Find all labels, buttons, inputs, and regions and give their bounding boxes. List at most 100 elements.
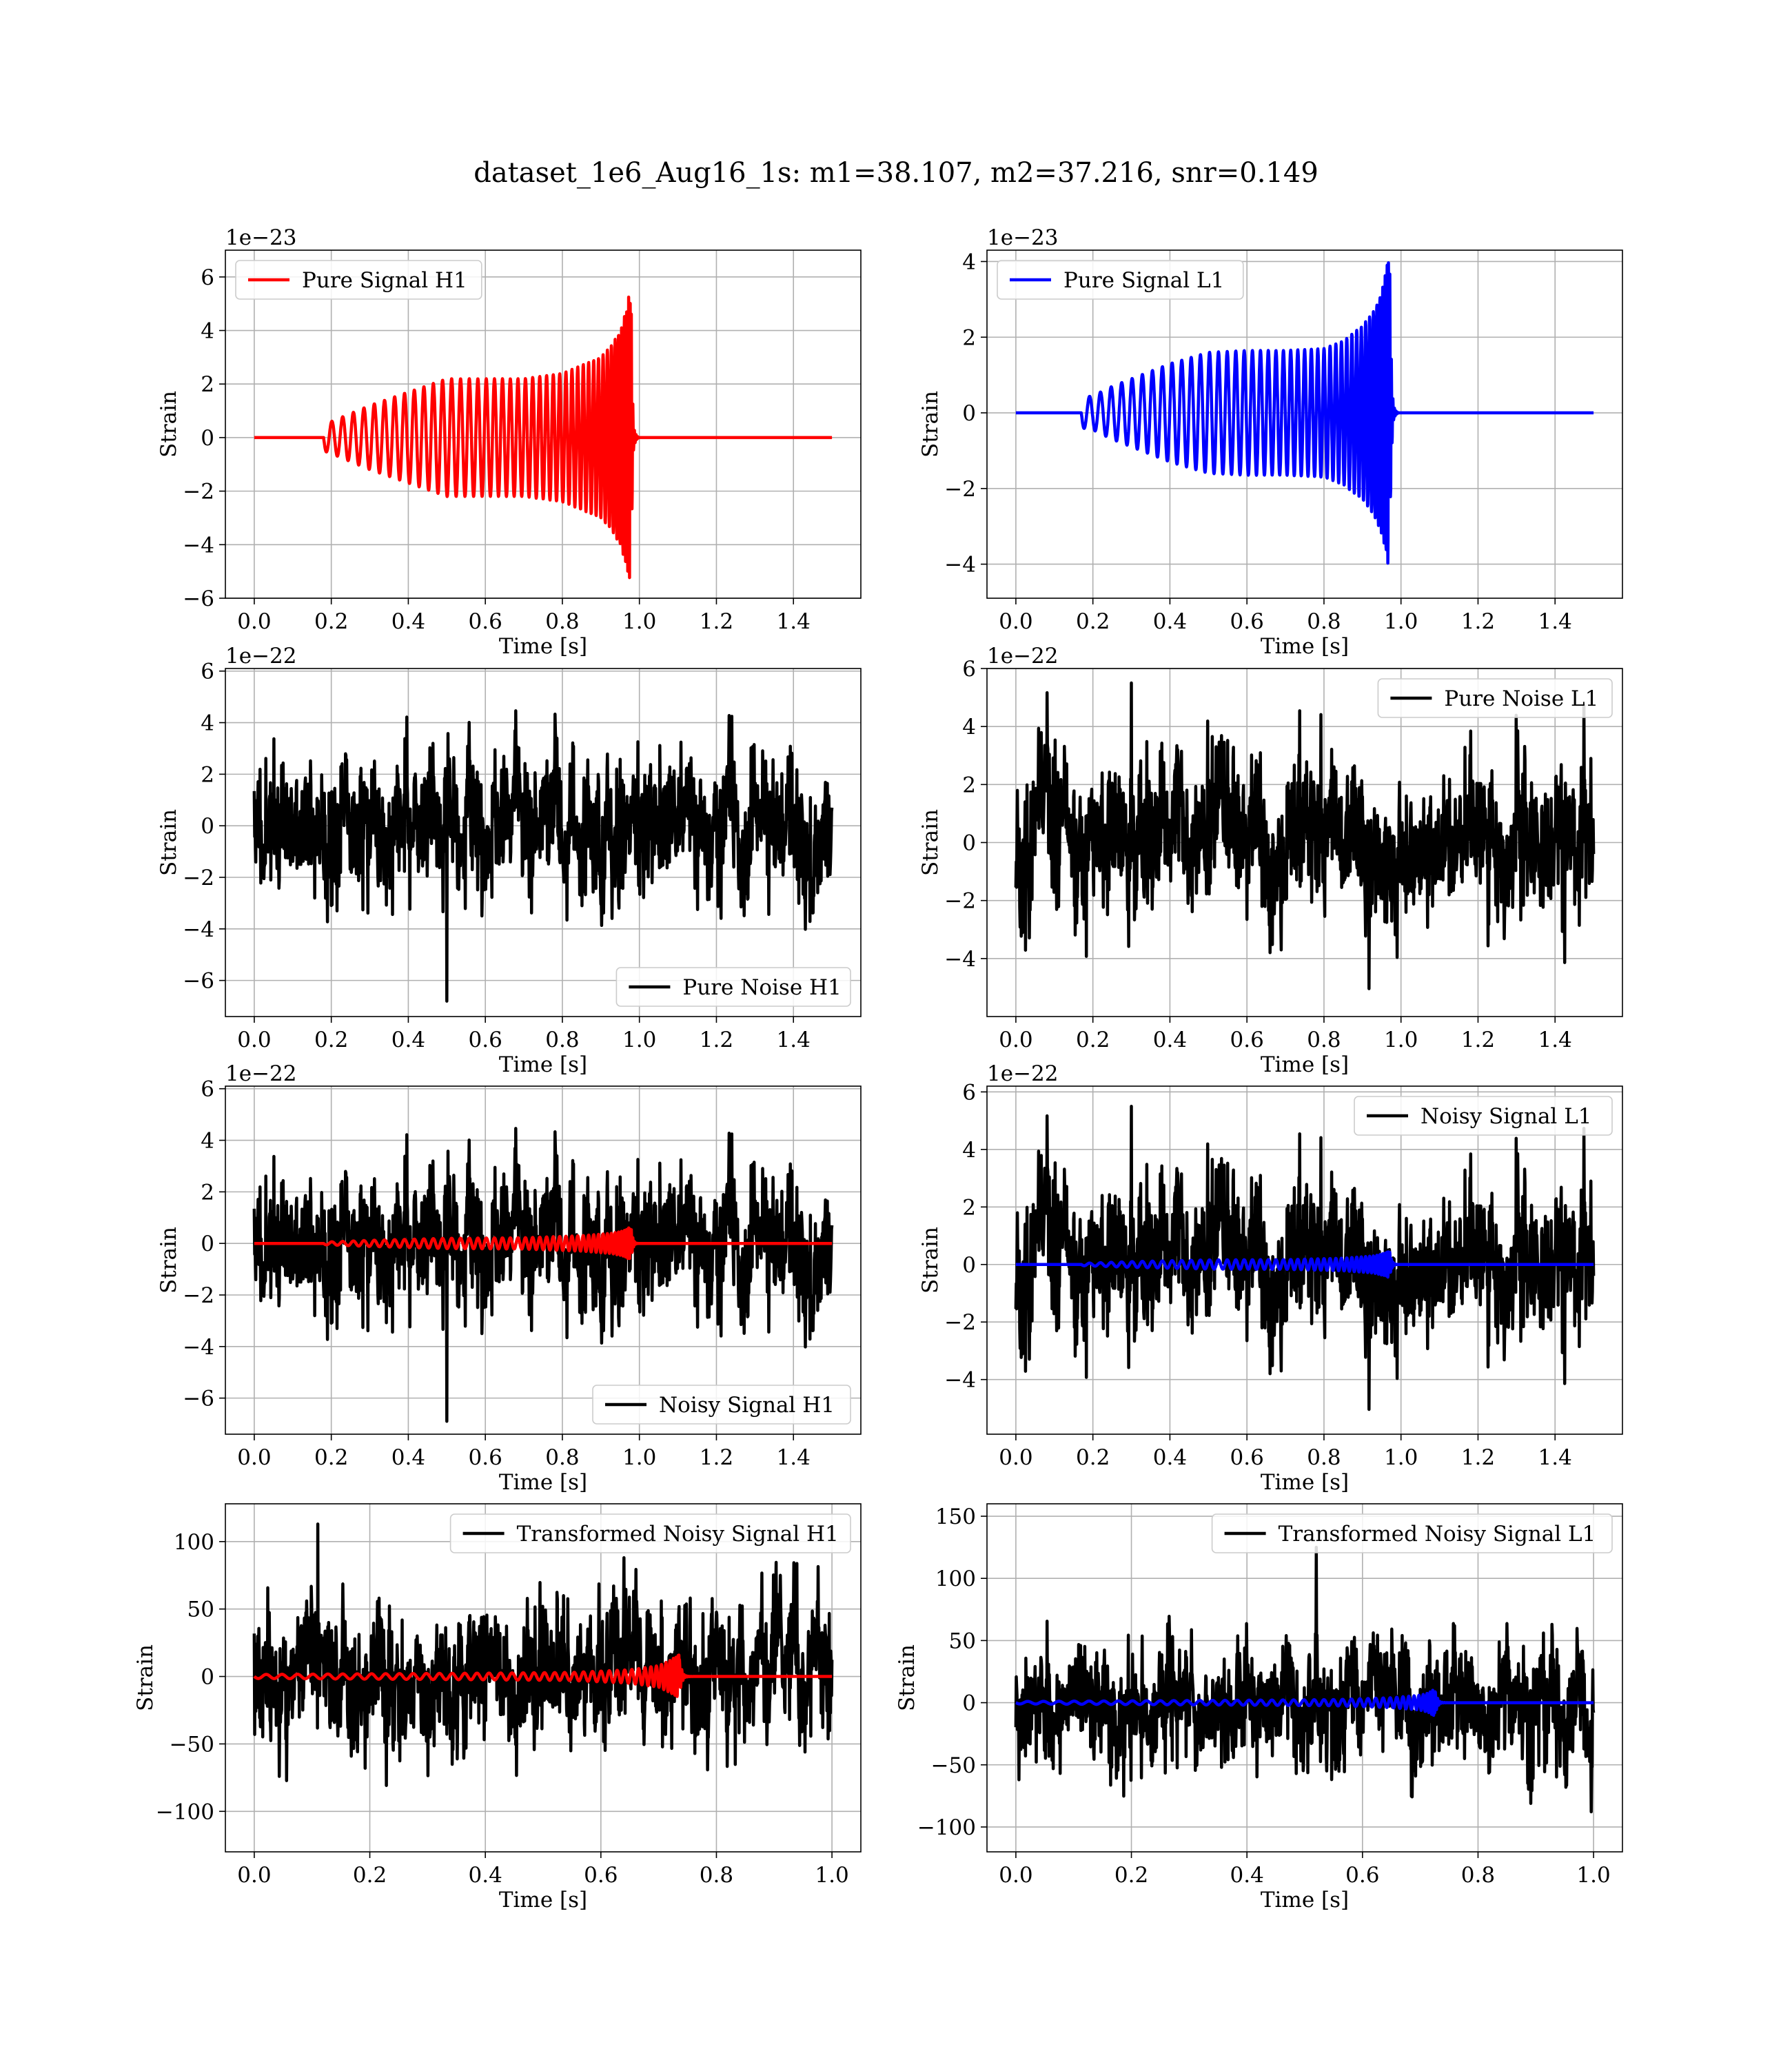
x-tick-label: 0.0 (237, 1445, 271, 1470)
x-axis-label: Time [s] (499, 1052, 587, 1077)
axes-frame (225, 1085, 862, 1435)
legend: Pure Signal H1 (235, 260, 482, 300)
y-tick-label: −100 (156, 1799, 214, 1824)
subplot-noisy-signal-l1: 0.0 0.2 0.4 0.6 0.8 1.0 1.2 1.4 −4 −2 0 2 4 6 Time [s]… (918, 1061, 1623, 1495)
x-tick-label: 1.4 (1538, 1445, 1572, 1470)
x-tick-label: 0.4 (469, 1863, 502, 1888)
x-tick-label: 1.0 (815, 1863, 848, 1888)
y-tick-label: 6 (962, 1080, 976, 1105)
subplot-transformed-noisy-signal-h1: 0.0 0.2 0.4 0.6 0.8 1.0 −100 −50 0 50 100 Time [s] S… (133, 1503, 862, 1912)
series-line-noisy-signal-h1 (252, 1127, 834, 1423)
y-tick-label: 0 (201, 814, 214, 839)
axes-frame (225, 1503, 862, 1853)
axes-frame (986, 1085, 1623, 1435)
x-tick-label: 1.0 (622, 609, 656, 634)
legend-box (1377, 678, 1613, 718)
legend-box (1354, 1096, 1613, 1136)
legend: Transformed Noisy Signal H1 (449, 1513, 851, 1553)
y-tick-label: 50 (949, 1629, 976, 1653)
legend: Pure Signal L1 (997, 260, 1244, 300)
offset-text: 1e−22 (225, 644, 297, 669)
y-tick-label: −2 (183, 866, 214, 890)
y-tick-label: 6 (962, 657, 976, 682)
series-line-pure-noise-l1 (1014, 681, 1596, 990)
x-tick-label: 0.2 (1114, 1863, 1148, 1888)
y-axis-label: Strain (156, 809, 181, 876)
x-tick-label: 0.0 (237, 609, 271, 634)
series-line-pure-signal-h1 (252, 295, 834, 580)
y-tick-label: −4 (944, 553, 976, 578)
x-tick-label: 1.4 (1538, 1028, 1572, 1052)
x-tick-label: 0.6 (1230, 609, 1264, 634)
x-tick-label: 0.2 (1076, 1028, 1110, 1052)
plot-area (1014, 681, 1596, 990)
x-axis-label: Time [s] (499, 1888, 587, 1912)
x-tick-label: 0.0 (237, 1028, 271, 1052)
y-tick-label: −4 (183, 917, 214, 942)
y-tick-label: −2 (944, 477, 976, 502)
series-line-transformed-noisy-signal-l1 (1014, 1545, 1596, 1814)
x-tick-label: 1.2 (700, 609, 733, 634)
series-line-overlay-1 (1014, 1250, 1596, 1279)
subplot-transformed-noisy-signal-l1: 0.0 0.2 0.4 0.6 0.8 1.0 −100 −50 0 50 100 150 Time [… (895, 1503, 1623, 1912)
subplot-pure-signal-l1: 0.0 0.2 0.4 0.6 0.8 1.0 1.2 1.4 −4 −2 0 2 4 Time [s] S… (918, 225, 1623, 659)
x-tick-label: 1.4 (777, 1028, 811, 1052)
legend: Noisy Signal L1 (1354, 1096, 1613, 1136)
y-tick-label: 50 (187, 1598, 214, 1622)
y-axis-label: Strain (133, 1644, 158, 1711)
legend: Noisy Signal H1 (592, 1385, 851, 1425)
x-tick-label: 1.0 (1384, 609, 1418, 634)
legend-box (592, 1385, 851, 1425)
legend: Pure Noise L1 (1377, 678, 1613, 718)
axes-frame (225, 668, 862, 1017)
y-tick-label: 4 (201, 711, 214, 736)
y-tick-label: −6 (183, 969, 214, 994)
series-line-overlay-1 (1014, 1689, 1596, 1717)
legend-box (235, 260, 482, 300)
x-tick-label: 0.8 (545, 1028, 579, 1052)
x-tick-label: 0.8 (1307, 1445, 1341, 1470)
x-tick-label: 1.4 (777, 1445, 811, 1470)
subplot-pure-noise-l1: 0.0 0.2 0.4 0.6 0.8 1.0 1.2 1.4 −4 −2 0 2 4 6 Time [s]… (918, 644, 1623, 1077)
y-tick-label: −2 (944, 1310, 976, 1335)
plot-area (1014, 1545, 1596, 1814)
x-tick-label: 0.8 (1307, 609, 1341, 634)
legend-box (1211, 1513, 1613, 1553)
x-tick-label: 1.2 (700, 1028, 733, 1052)
legend-label: Noisy Signal L1 (1421, 1104, 1592, 1129)
y-tick-label: 4 (962, 249, 976, 274)
plot-area (1014, 261, 1596, 565)
x-tick-label: 0.4 (1153, 1445, 1187, 1470)
legend-box (997, 260, 1244, 300)
y-tick-label: 100 (174, 1530, 214, 1555)
x-tick-label: 1.2 (1461, 1445, 1495, 1470)
y-tick-label: 0 (201, 426, 214, 451)
x-tick-label: 0.0 (999, 1445, 1032, 1470)
y-tick-label: 0 (962, 1691, 976, 1716)
offset-text: 1e−22 (987, 1061, 1059, 1086)
plot-area (252, 295, 834, 580)
x-tick-label: 0.2 (353, 1863, 387, 1888)
x-tick-label: 1.0 (1576, 1863, 1610, 1888)
x-tick-label: 1.0 (1384, 1028, 1418, 1052)
x-tick-label: 0.2 (1076, 1445, 1110, 1470)
y-tick-label: 2 (201, 1180, 214, 1205)
x-tick-label: 0.4 (391, 1028, 425, 1052)
x-tick-label: 1.2 (700, 1445, 733, 1470)
x-tick-label: 0.6 (469, 609, 502, 634)
y-axis-label: Strain (918, 391, 943, 458)
y-tick-label: 4 (201, 1129, 214, 1154)
legend-box (615, 967, 851, 1007)
subplot-pure-signal-h1: 0.0 0.2 0.4 0.6 0.8 1.0 1.2 1.4 −6 −4 −2 0 2 4 6 Time [… (156, 225, 862, 659)
y-tick-label: −6 (183, 1387, 214, 1411)
y-tick-label: 6 (201, 1077, 214, 1102)
x-tick-label: 1.0 (1384, 1445, 1418, 1470)
axes-frame (986, 1503, 1623, 1853)
y-tick-label: −100 (917, 1815, 976, 1840)
legend-label: Transformed Noisy Signal L1 (1279, 1522, 1596, 1547)
x-axis-label: Time [s] (1261, 1052, 1349, 1077)
x-tick-label: 0.8 (700, 1863, 733, 1888)
legend-label: Pure Signal L1 (1063, 268, 1224, 293)
